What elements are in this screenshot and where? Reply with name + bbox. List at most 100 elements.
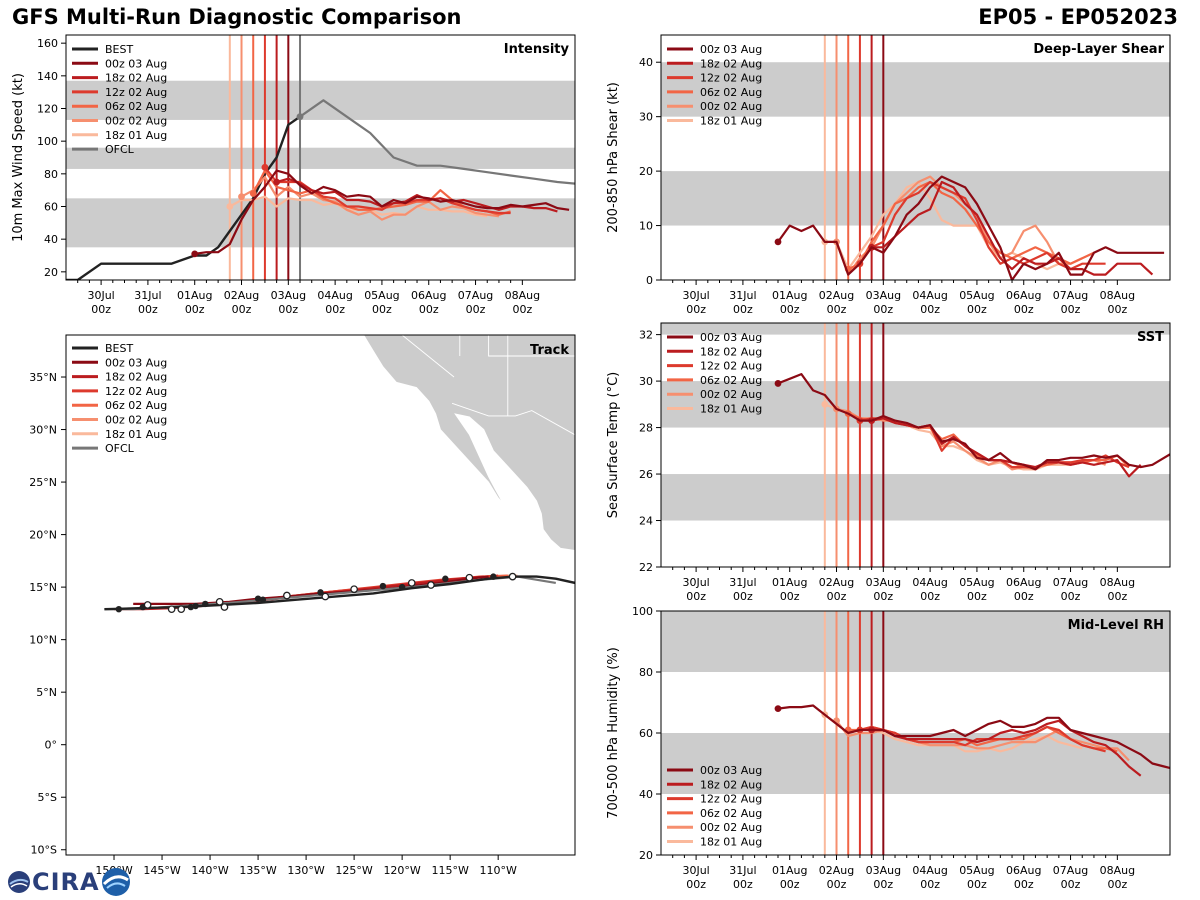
track-marker-filled (317, 589, 324, 596)
track-xtick-label: 130°W (287, 864, 324, 877)
rh-xtick-day: 31Jul (729, 864, 756, 877)
track-legend-label: BEST (105, 342, 133, 355)
sst-panel-title: SST (1137, 330, 1164, 345)
state-border-2 (488, 335, 575, 357)
sst-xtick-hour: 00z (873, 590, 893, 603)
shear-xtick-hour: 00z (733, 303, 753, 316)
sst-xtick-hour: 00z (920, 590, 940, 603)
intensity-init-point (226, 203, 234, 210)
track-legend-label: 00z 02 Aug (105, 414, 167, 427)
intensity-ylabel: 10m Max Wind Speed (kt) (11, 73, 26, 242)
shear-xtick-day: 04Aug (912, 289, 947, 302)
shear-legend-label: 00z 02 Aug (700, 100, 762, 113)
logo-text: CIRA (32, 868, 100, 896)
intensity-xtick-hour: 00z (138, 303, 158, 316)
rh-xtick-day: 05Aug (959, 864, 994, 877)
track-marker-filled (398, 583, 406, 591)
shear-frame (660, 34, 1171, 281)
track-xtick-label: 135°W (239, 864, 276, 877)
track-marker-open (283, 591, 291, 600)
shear-legend-label: 18z 01 Aug (700, 115, 762, 128)
intensity-band-2 (66, 80, 575, 120)
shear-xtick-hour: 00z (873, 303, 893, 316)
sst-init-point (774, 380, 782, 387)
sst-xtick-hour: 00z (780, 590, 800, 603)
track-legend-label: 12z 02 Aug (105, 385, 167, 398)
shear-xtick-day: 01Aug (772, 289, 807, 302)
intensity-xtick-hour: 00z (466, 303, 486, 316)
track-marker-open (465, 573, 474, 582)
shear-xtick-day: 02Aug (819, 289, 854, 302)
sst-legend-label: 18z 02 Aug (700, 345, 762, 358)
intensity-band-0 (66, 198, 575, 248)
rh-ytick-label: 100 (632, 605, 653, 618)
track-ytick-label: 35°N (29, 371, 57, 384)
intensity-legend-label: 00z 02 Aug (105, 115, 167, 128)
track-marker-filled (254, 595, 262, 602)
intensity-init-point (273, 178, 281, 186)
intensity-init-point (249, 190, 257, 197)
track-xtick-label: 125°W (335, 864, 372, 877)
shear-xtick-hour: 00z (1107, 303, 1127, 316)
intensity-ytick-label: 20 (44, 266, 58, 279)
track-ytick-label: 10°N (29, 634, 57, 647)
sst-xtick-day: 30Jul (682, 576, 709, 589)
sst-frame (660, 322, 1171, 568)
storm-id: EP05 - EP052023 (978, 5, 1178, 29)
land-mass (363, 335, 575, 551)
shear-series-06z-02-aug (847, 180, 1095, 271)
globe-icon (8, 871, 30, 893)
intensity-ytick-label: 160 (37, 37, 58, 50)
rh-init-point (774, 705, 782, 712)
track-xtick-label: 140°W (191, 864, 228, 877)
intensity-ofcl-line (299, 99, 575, 185)
rh-legend-label: 12z 02 Aug (700, 793, 762, 806)
intensity-xtick-hour: 00z (512, 303, 532, 316)
sst-ytick-label: 24 (639, 515, 653, 528)
sst-ytick-label: 32 (639, 329, 653, 342)
intensity-xtick-day: 06Aug (411, 289, 446, 302)
intensity-series-00z-03-aug (194, 169, 570, 255)
sst-xtick-day: 05Aug (959, 576, 994, 589)
rh-xtick-day: 01Aug (772, 864, 807, 877)
track-map-area (104, 335, 575, 614)
intensity-xtick-hour: 00z (185, 303, 205, 316)
rh-xtick-day: 06Aug (1006, 864, 1041, 877)
rh-legend-label: 18z 01 Aug (700, 836, 762, 849)
intensity-xtick-hour: 00z (419, 303, 439, 316)
cira-logo: CIRA (6, 866, 132, 898)
shear-xtick-hour: 00z (780, 303, 800, 316)
sst-xtick-hour: 00z (733, 590, 753, 603)
intensity-xtick-day: 07Aug (458, 289, 493, 302)
panel-rh: 20 40 60 80 100 700-500 hPa Humidity (%) 30Jul… (606, 605, 1171, 891)
track-marker-open (215, 597, 224, 606)
intensity-band-1 (66, 147, 575, 169)
shear-xtick-hour: 00z (1014, 303, 1034, 316)
track-marker-filled (379, 582, 387, 590)
shear-xtick-day: 06Aug (1006, 289, 1041, 302)
track-xtick-label: 115°W (431, 864, 468, 877)
sst-series-00z-03-aug (777, 373, 1170, 471)
intensity-legend-label: BEST (105, 43, 133, 56)
intensity-ytick-label: 120 (37, 103, 58, 116)
rh-xtick-hour: 00z (1061, 878, 1081, 891)
track-marker-open (508, 572, 517, 581)
track-legend-label: 06z 02 Aug (105, 399, 167, 412)
rh-xtick-day: 08Aug (1100, 864, 1135, 877)
sst-xtick-hour: 00z (1107, 590, 1127, 603)
sst-xtick-day: 01Aug (772, 576, 807, 589)
rh-legend-label: 00z 03 Aug (700, 764, 762, 777)
intensity-xtick-day: 30Jul (87, 289, 114, 302)
shear-series-00z-02-aug (835, 175, 1083, 276)
shear-legend-label: 00z 03 Aug (700, 43, 762, 56)
sst-ytick-label: 26 (639, 468, 653, 481)
shear-xtick-hour: 00z (827, 303, 847, 316)
intensity-xtick-day: 04Aug (317, 289, 352, 302)
intensity-legend-label: 12z 02 Aug (105, 86, 167, 99)
shear-ytick-label: 40 (639, 56, 653, 69)
shear-series-12z-02-aug (859, 180, 1106, 271)
track-legend-label: 00z 03 Aug (105, 356, 167, 369)
sst-band-0 (661, 474, 1170, 521)
rh-legend-label: 06z 02 Aug (700, 807, 762, 820)
